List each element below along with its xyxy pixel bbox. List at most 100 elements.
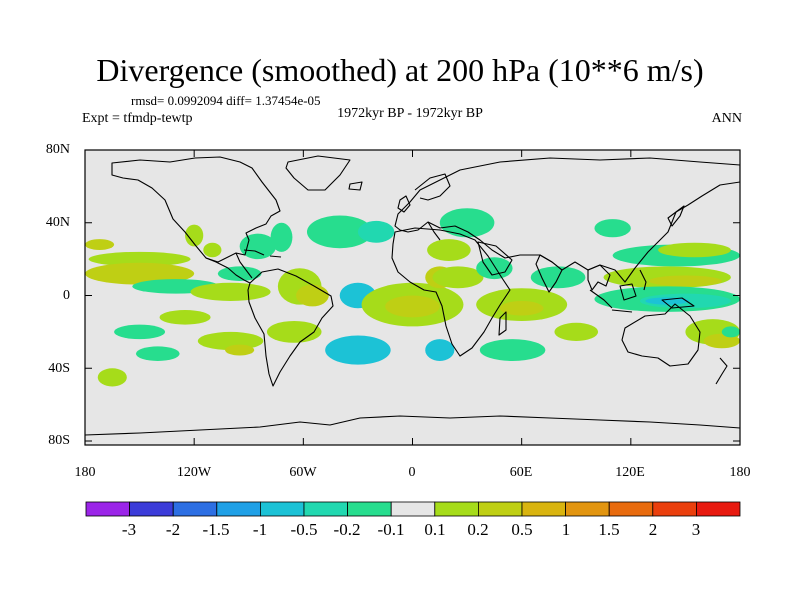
divergence-contour-region [427,239,471,261]
coast-iceland [348,181,363,191]
divergence-contour-region [325,335,391,365]
lon-label-60e: 60E [509,465,533,480]
colorbar-swatch [172,501,218,517]
divergence-contour-region [432,266,484,289]
season-label: ANN [711,111,742,126]
colorbar-label: -1 [252,520,268,539]
divergence-contour-region [217,266,262,281]
divergence-contour-region [88,251,191,267]
divergence-contour-region [85,239,115,251]
coastlines [85,155,740,436]
coast-philippines [639,269,647,291]
divergence-contour-region [479,339,546,361]
colorbar-label: 0.1 [424,520,446,539]
colorbar-label: -3 [121,520,137,539]
plot-title: Divergence (smoothed) at 200 hPa (10**6 … [96,52,704,88]
lon-label-60w: 60W [289,465,317,480]
divergence-contour-region [357,220,395,243]
divergence-contour-region [721,326,740,338]
coast-australia [621,303,701,367]
coast-uk [397,195,411,213]
colorbar [85,501,741,517]
colorbar-swatch [259,501,305,517]
coast-italy [427,221,441,241]
coast-sumatra [589,289,613,309]
colorbar-swatch [608,501,654,517]
lon-label-0: 0 [408,465,416,480]
colorbar-swatch [85,501,130,517]
divergence-contour-region [85,262,195,285]
colorbar-label: 2 [648,520,658,539]
coast-greenland [285,155,351,191]
coast-india [535,254,563,293]
lat-label-80s: 80S [48,433,70,448]
coast-central-america-east [235,252,253,279]
lat-label-40s: 40S [48,361,70,376]
divergence-contour-region [225,344,255,356]
colorbar-swatch [216,501,261,517]
period-label: 1972kyr BP - 1972kyr BP [337,106,483,121]
divergence-contour-region [439,208,495,238]
axis-ticks [84,149,741,445]
divergence-contour-region [554,322,599,341]
colorbar-label: 0.5 [511,520,533,539]
colorbar-swatch [696,501,741,517]
coast-eurasia [394,157,740,283]
colorbar-label: 1.5 [598,520,620,539]
colorbar-label: -1.5 [202,520,230,539]
divergence-contour-region [185,224,204,247]
divergence-contour-region [306,215,373,249]
coast-borneo [619,283,637,301]
coast-scandinavia [414,173,451,201]
divergence-contour-region [594,219,631,238]
divergence-contour-region [476,257,513,280]
coast-indochina [587,264,611,291]
coast-north-america [111,156,281,263]
divergence-contour-region [203,242,222,258]
coast-antarctica [85,415,740,436]
colorbar-swatch [347,501,392,517]
colorbar-label: 0.2 [467,520,489,539]
coast-japan [667,205,685,227]
divergence-contour-region [425,339,455,361]
coast-arabia [477,241,513,276]
divergence-contour-region [499,300,544,316]
coast-java [611,309,633,313]
colorbar-label: -0.1 [377,520,405,539]
coast-central-america [205,257,251,284]
divergence-contour-region [296,284,329,307]
lat-label-40n: 40N [45,215,70,230]
colorbar-swatch [652,501,697,517]
coast-new-zealand [715,357,728,385]
divergence-contour-region [190,282,271,301]
lon-label-180e: 180 [729,465,751,480]
divergence-contour-region [266,320,322,343]
colorbar-label: -0.2 [333,520,361,539]
colorbar-swatch [129,501,174,517]
divergence-field-layer [85,208,740,387]
lat-label-80n: 80N [45,142,70,157]
lon-label-120e: 120E [615,465,645,480]
colorbar-swatch [521,501,566,517]
divergence-contour-region [114,324,166,340]
divergence-contour-region [645,297,690,305]
coast-south-america [247,268,334,387]
colorbar-label: -0.5 [290,520,318,539]
lon-label-180w: 180 [74,465,96,480]
coast-madagascar [498,311,507,336]
colorbar-swatch [390,501,436,517]
colorbar-swatch [477,501,523,517]
coast-new-guinea [661,297,695,309]
experiment-label: Expt = tfmdp-tewtp [82,111,193,126]
divergence-contour-region [658,242,731,258]
divergence-contour-region [159,310,211,325]
lon-label-120w: 120W [176,465,212,480]
divergence-contour-region [385,295,440,318]
divergence-contour-region [97,368,127,387]
colorbar-swatch [565,501,610,517]
divergence-contour-region [649,275,722,287]
divergence-contour-region [270,222,293,252]
coast-africa [391,227,511,357]
coast-cuba [243,249,265,256]
